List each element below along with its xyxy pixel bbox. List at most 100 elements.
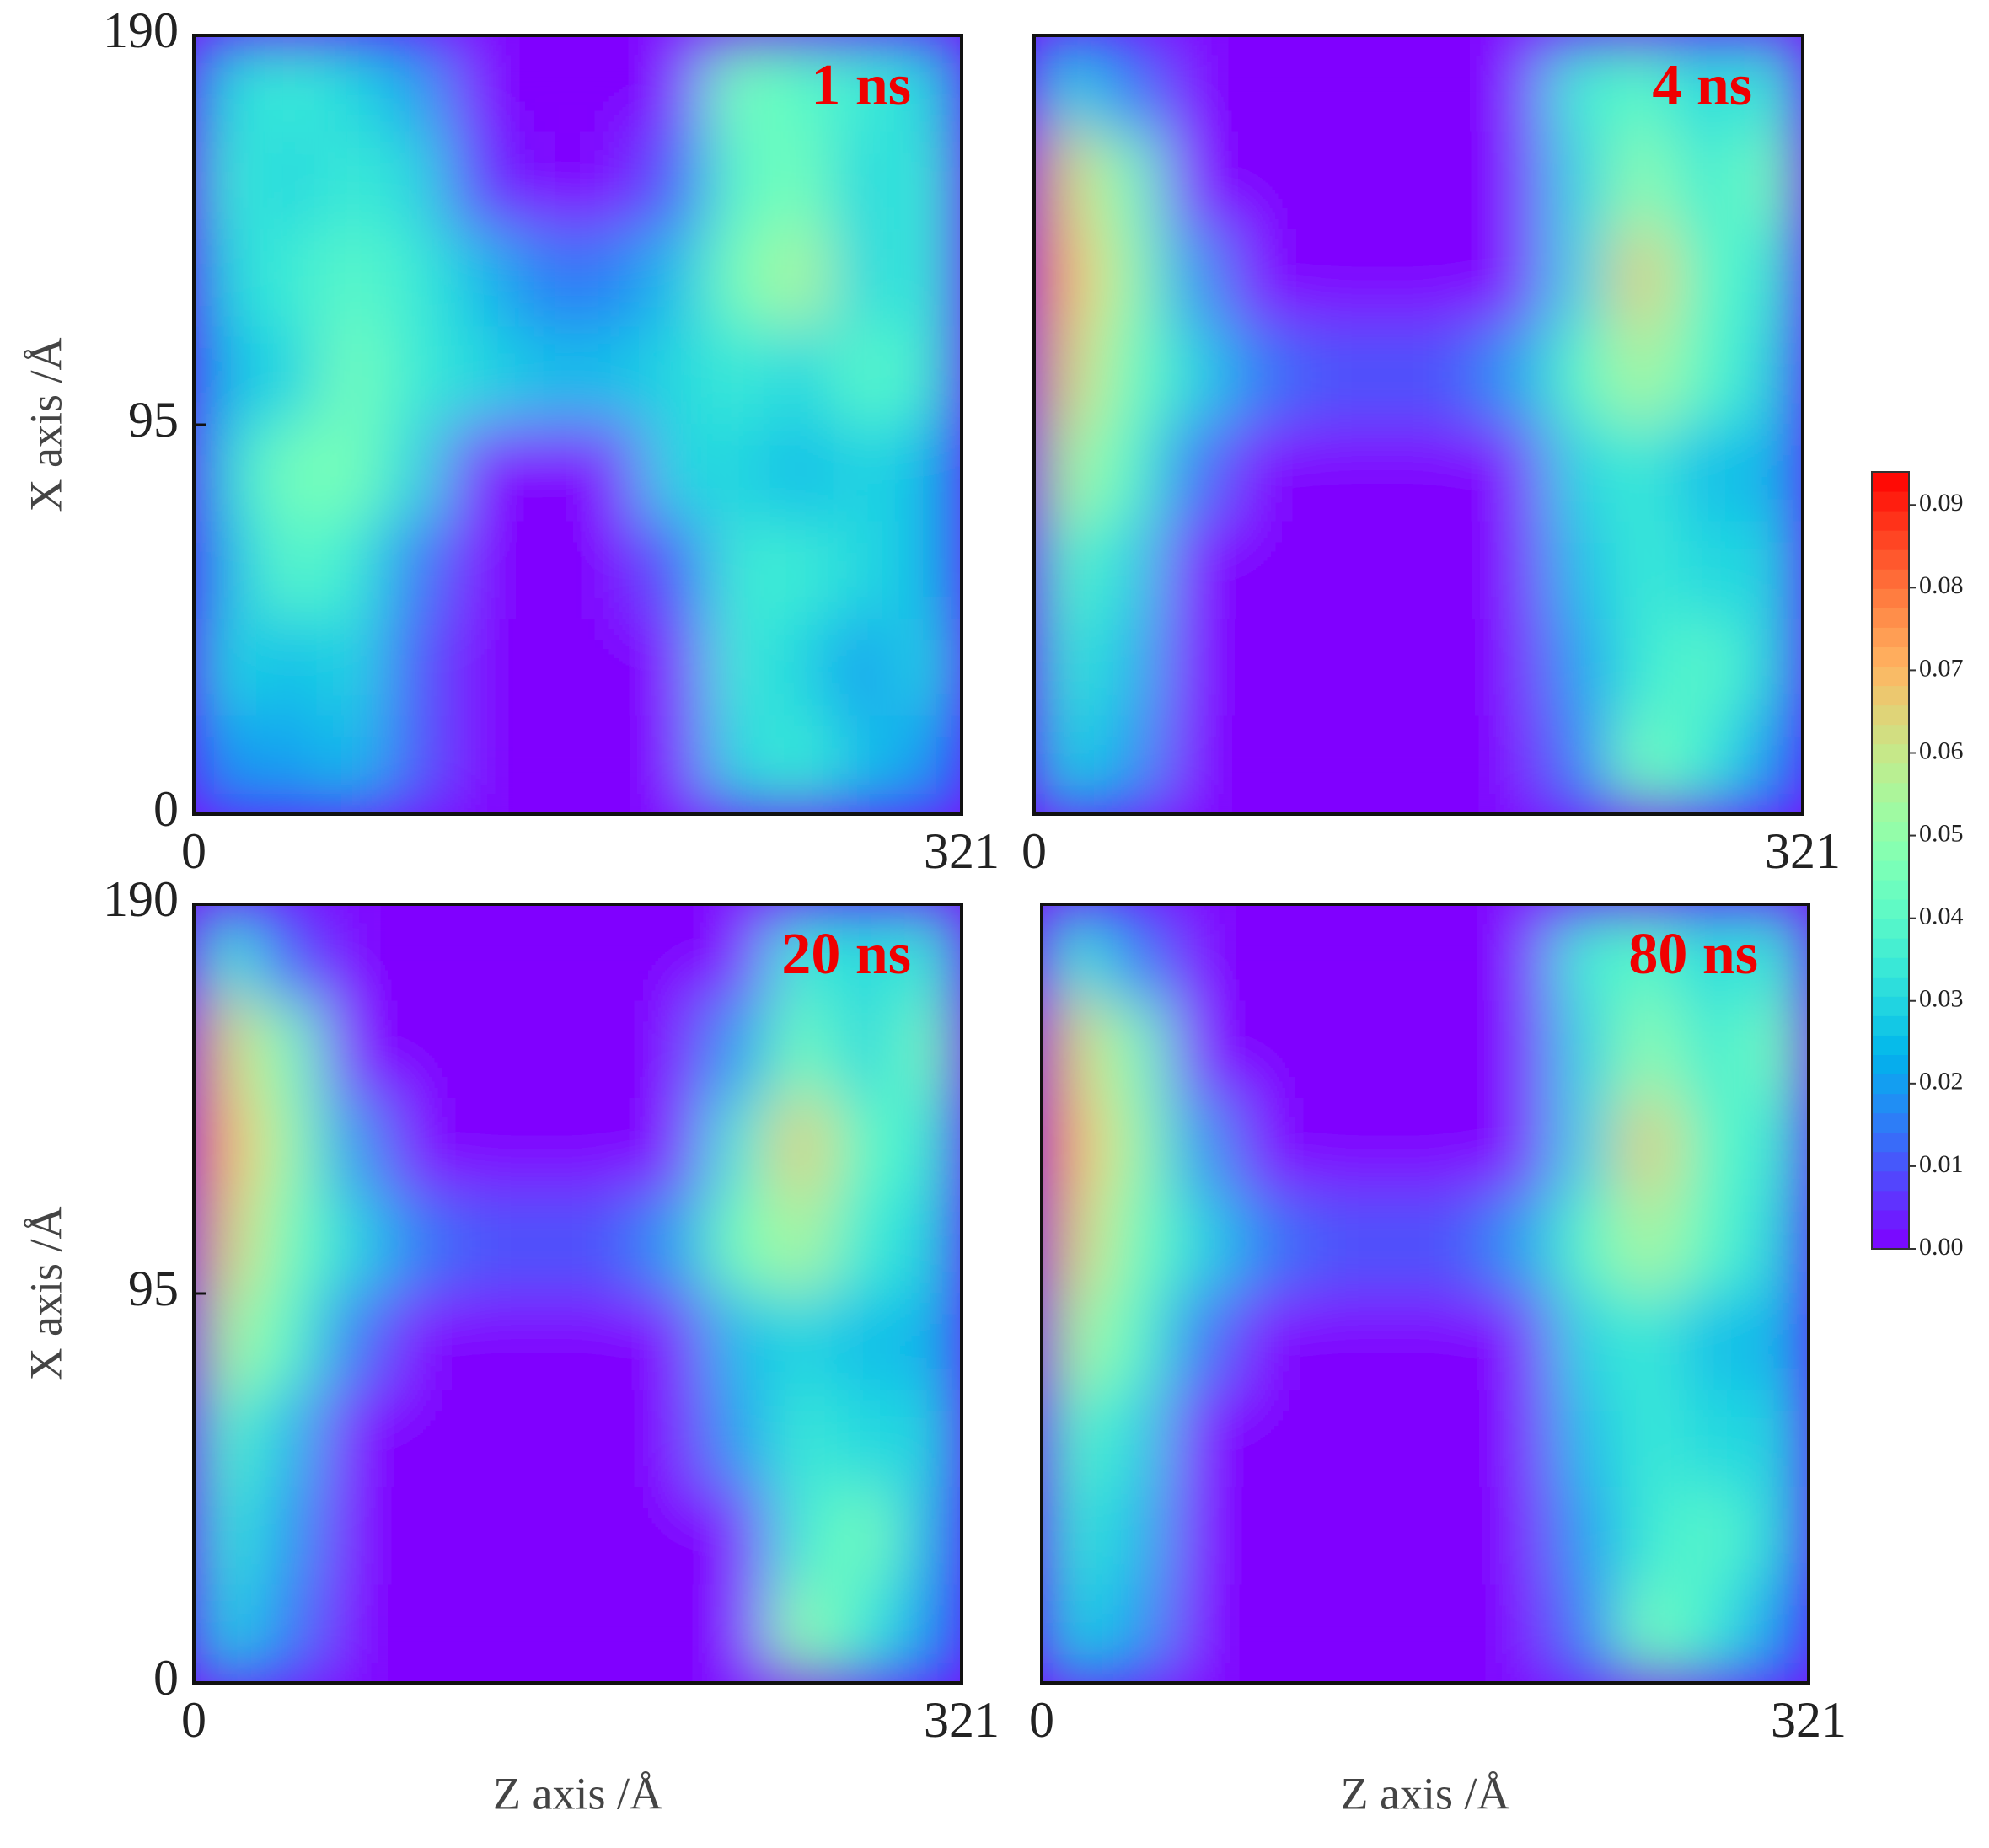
colorbar-band	[1872, 763, 1909, 784]
heatmap-cell	[256, 1098, 323, 1197]
heatmap-cell	[1104, 1487, 1171, 1587]
heatmap-cell	[1042, 904, 1107, 1003]
heatmap-cell	[1680, 1584, 1746, 1683]
colorbar-band	[1872, 645, 1909, 667]
heatmap-cell	[1225, 131, 1291, 231]
heatmap-panel	[194, 904, 962, 1683]
x-tick-label: 0	[1021, 823, 1047, 879]
heatmap-cell	[1296, 1000, 1363, 1100]
heatmap-cell	[320, 1195, 387, 1294]
x-tick-label: 0	[1029, 1692, 1054, 1748]
heatmap-cell	[1680, 1487, 1746, 1587]
colorbar-band	[1872, 879, 1909, 900]
heatmap-cell	[576, 619, 643, 718]
heatmap-cell	[1360, 1293, 1426, 1392]
heatmap-cell	[1360, 1487, 1426, 1587]
heatmap-cell	[320, 1098, 387, 1197]
heatmap-cell	[1232, 1098, 1299, 1197]
heatmap-cell	[384, 1293, 451, 1392]
heatmap-cell	[384, 131, 451, 231]
heatmap-cell	[384, 35, 451, 134]
heatmap-cell	[641, 35, 707, 134]
heatmap-cell	[897, 1487, 962, 1587]
heatmap-cell	[448, 1584, 515, 1683]
heatmap-cell	[1488, 1000, 1554, 1100]
heatmap-cell	[1042, 1390, 1107, 1489]
heatmap-cell	[194, 1000, 259, 1100]
heatmap-cell	[384, 1098, 451, 1197]
heatmap-cell	[1738, 131, 1803, 231]
heatmap-cell	[833, 1487, 899, 1587]
heatmap-cell	[1168, 1293, 1235, 1392]
colorbar-band	[1872, 587, 1909, 608]
colorbar-band	[1872, 666, 1909, 687]
heatmap-cell	[194, 904, 259, 1003]
heatmap-cell	[1225, 619, 1291, 718]
heatmap-cell	[1488, 1098, 1554, 1197]
heatmap-cell	[1354, 619, 1419, 718]
x-tick-label: 321	[924, 823, 1000, 879]
heatmap-cell	[194, 1390, 259, 1489]
heatmap-cell	[1296, 1195, 1363, 1294]
y-tick-label: 190	[103, 3, 179, 58]
heatmap-cell	[833, 1098, 899, 1197]
heatmap-cell	[448, 521, 515, 620]
heatmap-cell	[320, 715, 387, 814]
heatmap-cell	[384, 715, 451, 814]
heatmap-cell	[1680, 1390, 1746, 1489]
heatmap-cell	[1354, 35, 1419, 134]
heatmap-cell	[256, 1000, 323, 1100]
heatmap-cell	[576, 1584, 643, 1683]
heatmap-cell	[320, 326, 387, 426]
colorbar-tick-label: 0.07	[1919, 654, 1964, 682]
heatmap-cell	[1161, 619, 1227, 718]
heatmap-cell	[769, 35, 835, 134]
heatmap-cell	[1616, 1390, 1682, 1489]
heatmap-cell	[1042, 1098, 1107, 1197]
heatmap-cell	[1360, 1584, 1426, 1683]
heatmap-cell	[194, 424, 259, 523]
heatmap-cell	[194, 521, 259, 620]
heatmap-cell	[1296, 1390, 1363, 1489]
heatmap-cell	[1360, 1000, 1426, 1100]
heatmap-cell	[769, 1195, 835, 1294]
heatmap-cell	[897, 131, 962, 231]
heatmap-cell	[448, 229, 515, 329]
heatmap-cell	[705, 619, 771, 718]
colorbar-band	[1872, 704, 1909, 726]
heatmap-cell	[1488, 1487, 1554, 1587]
heatmap-cell	[1360, 1195, 1426, 1294]
colorbar-frame	[1871, 471, 1910, 1250]
heatmap-cell	[897, 521, 962, 620]
heatmap-cell	[1097, 326, 1163, 426]
heatmap-cells	[194, 35, 962, 814]
heatmap-cell	[641, 131, 707, 231]
heatmap-cell	[448, 1390, 515, 1489]
colorbar-tick-label: 0.01	[1919, 1150, 1964, 1178]
heatmap-cell	[512, 1293, 579, 1392]
heatmap-cell	[1168, 1000, 1235, 1100]
colorbar-band	[1872, 995, 1909, 1016]
heatmap-cell	[1674, 424, 1740, 523]
colorbar-band	[1872, 510, 1909, 531]
heatmap-cell	[512, 619, 579, 718]
heatmap-cell	[320, 35, 387, 134]
heatmap-cell	[194, 1098, 259, 1197]
heatmap-cell	[1161, 521, 1227, 620]
heatmap-cell	[576, 1390, 643, 1489]
colorbar-band	[1872, 1132, 1909, 1153]
heatmap-cell	[641, 229, 707, 329]
heatmap-cell	[1674, 326, 1740, 426]
heatmap-cell	[897, 1195, 962, 1294]
heatmap-cell	[641, 1390, 707, 1489]
heatmap-cell	[1482, 35, 1547, 134]
heatmap-cell	[1744, 1293, 1809, 1392]
colorbar-tick-label: 0.03	[1919, 985, 1964, 1013]
colorbar-band	[1872, 1151, 1909, 1172]
heatmap-cell	[1097, 35, 1163, 134]
colorbar-tick-label: 0.08	[1919, 571, 1964, 599]
heatmap-cell	[1674, 229, 1740, 329]
heatmap-cell	[641, 424, 707, 523]
heatmap-cells	[1042, 904, 1809, 1683]
heatmap-cell	[1225, 521, 1291, 620]
